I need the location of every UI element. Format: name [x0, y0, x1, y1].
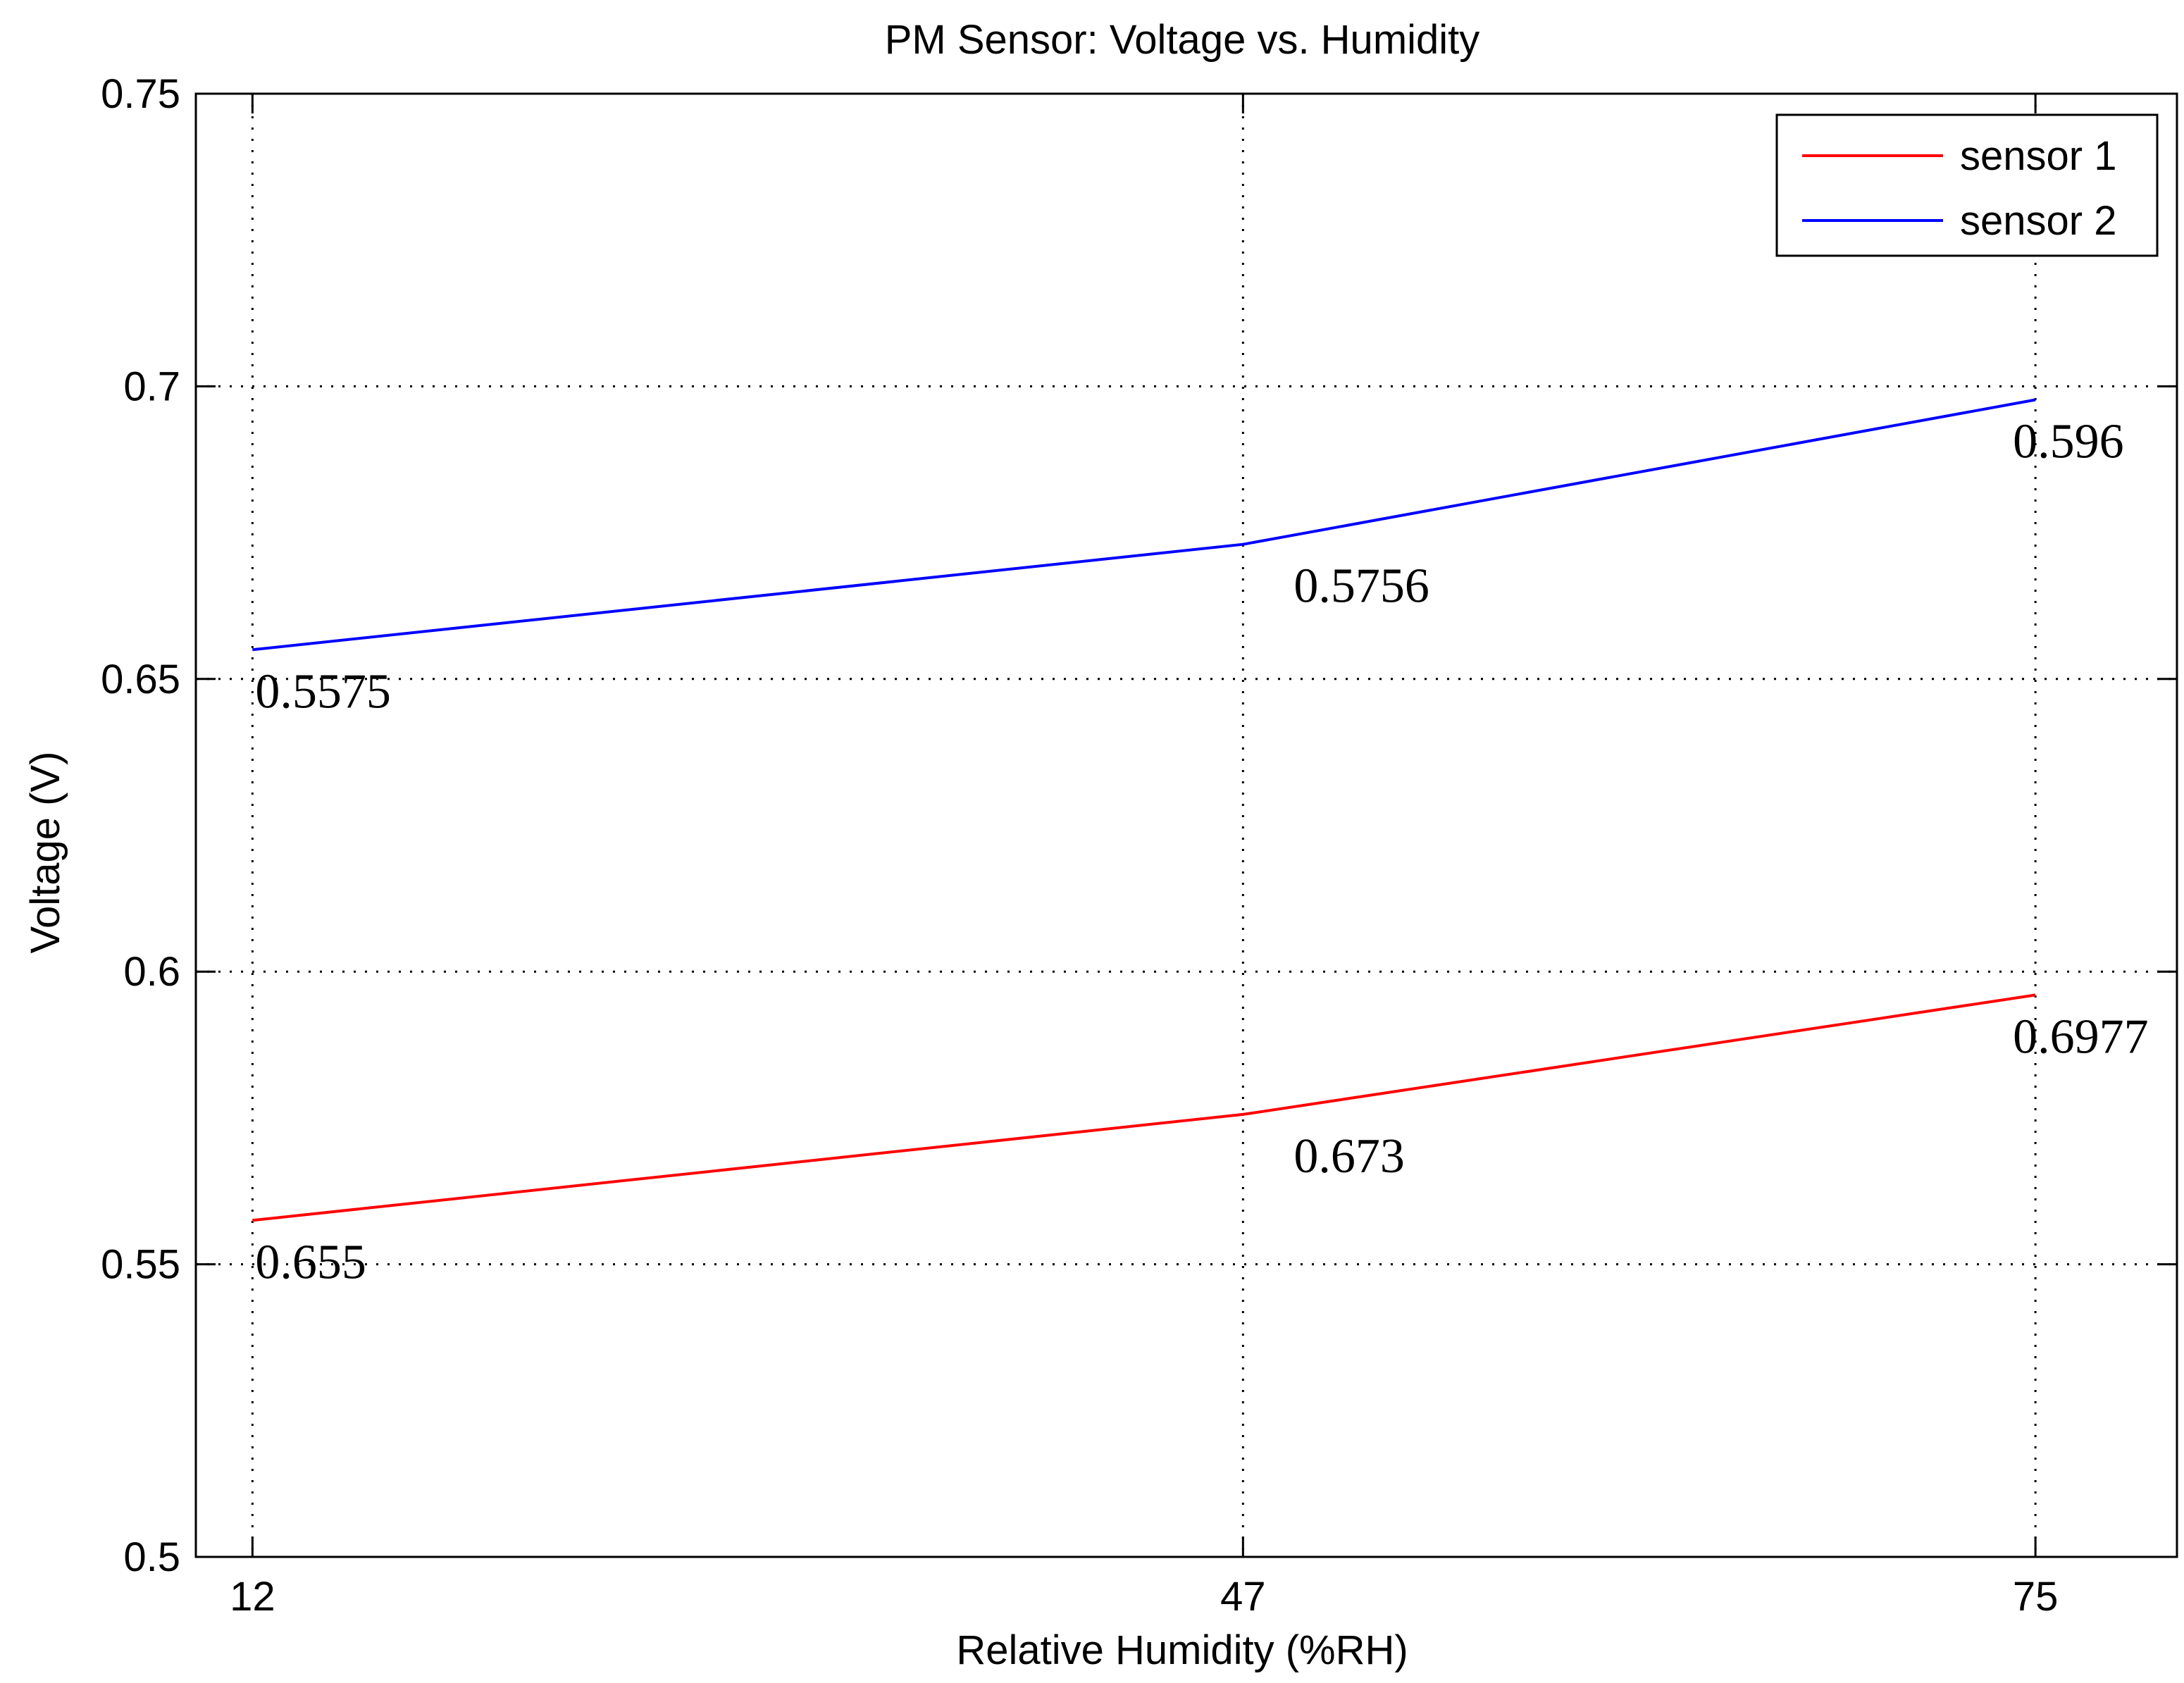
- data-label: 0.596: [2013, 415, 2124, 469]
- x-axis-label: Relative Humidity (%RH): [956, 1627, 1408, 1673]
- series-layer: [252, 398, 2036, 1222]
- data-label: 0.5575: [255, 664, 391, 719]
- legend-box: [1775, 113, 2159, 257]
- data-label: 0.5756: [1293, 559, 1429, 614]
- legend-label: sensor 2: [1960, 198, 2116, 244]
- legend-label: sensor 1: [1960, 133, 2116, 179]
- data-label: 0.655: [255, 1235, 366, 1289]
- data-label: 0.673: [1293, 1129, 1405, 1184]
- x-tick-label: 47: [1220, 1574, 1266, 1620]
- x-tick-label: 12: [230, 1574, 275, 1620]
- ticks: 0.5 0.55 0.6 0.65 0.7 0.75 12 47 75: [101, 71, 2177, 1620]
- series-line-sensor-1: [252, 993, 2036, 1222]
- y-tick-label: 0.5: [123, 1534, 180, 1580]
- chart-title: PM Sensor: Voltage vs. Humidity: [885, 17, 1480, 63]
- series-line-sensor-2: [252, 398, 2036, 652]
- y-tick-label: 0.6: [123, 949, 180, 995]
- y-tick-label: 0.55: [101, 1242, 180, 1288]
- y-tick-label: 0.65: [101, 657, 180, 702]
- y-tick-label: 0.7: [123, 364, 180, 409]
- plot-frame: [194, 92, 2178, 1558]
- grid: [196, 94, 2177, 1557]
- y-tick-label: 0.75: [101, 71, 180, 117]
- x-tick-label: 75: [2013, 1574, 2059, 1620]
- data-label: 0.6977: [2013, 1010, 2149, 1064]
- data-labels: 0.655 0.673 0.6977 0.5575 0.5756 0.596: [255, 415, 2148, 1290]
- legend: sensor 1 sensor 2: [1775, 113, 2159, 257]
- y-axis-label: Voltage (V): [23, 752, 68, 954]
